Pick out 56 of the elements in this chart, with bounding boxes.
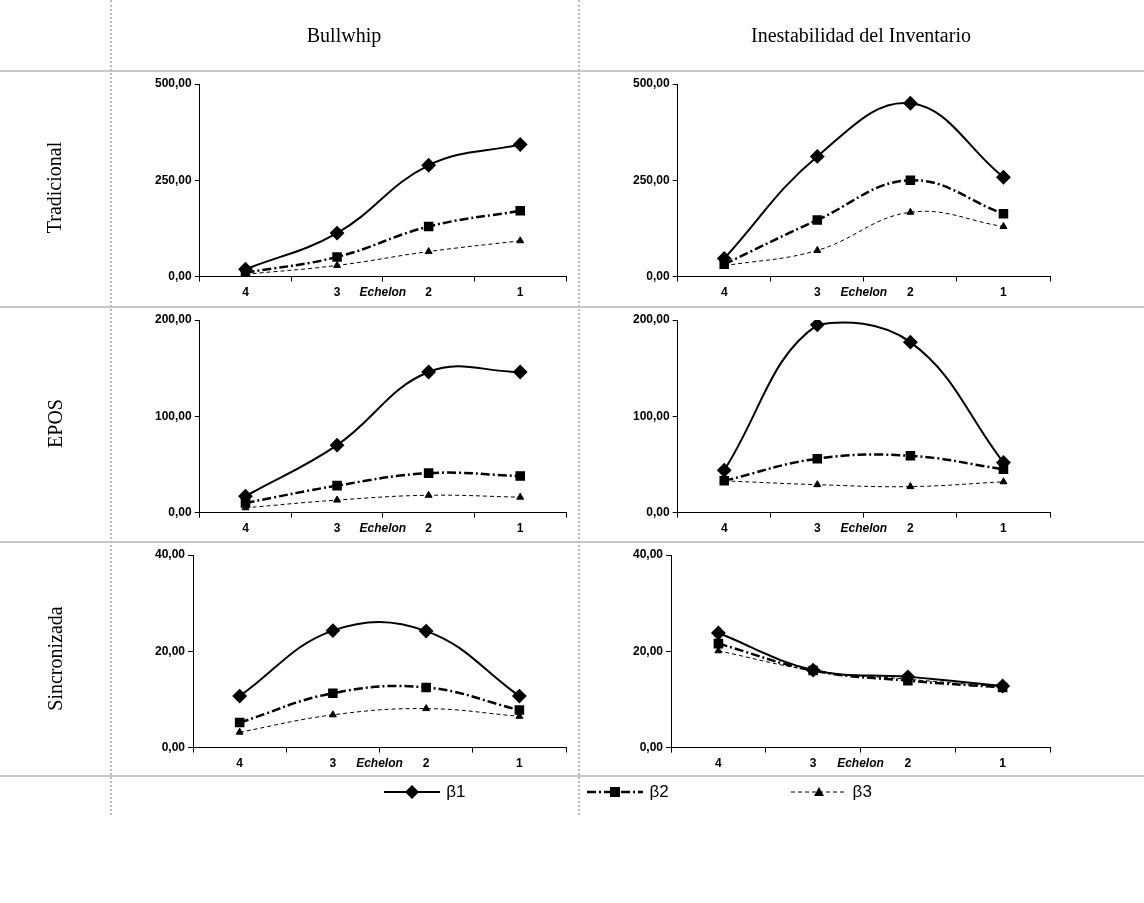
y-tick-label: 500,00	[155, 76, 193, 91]
x-axis-title: Echelon	[837, 755, 884, 770]
x-tick-label: 2	[425, 521, 433, 536]
x-tick-label: 3	[329, 756, 337, 771]
y-tick-label: 0,00	[646, 268, 671, 283]
y-tick-label: 0,00	[168, 268, 193, 283]
y-axis-title: Tradicional	[43, 141, 67, 234]
y-tick-label: 20,00	[633, 643, 664, 658]
x-tick-label: 2	[907, 521, 915, 536]
x-tick-label: 4	[720, 521, 728, 536]
x-axis-title: Echelon	[359, 520, 407, 535]
y-tick-label: 100,00	[633, 408, 671, 423]
x-tick-label: 4	[242, 521, 250, 536]
x-axis-title: Echelon	[356, 755, 403, 770]
y-tick-label: 0,00	[646, 504, 671, 519]
legend-label: β3	[852, 782, 872, 802]
y-tick-label: 500,00	[633, 76, 671, 91]
x-tick-label: 3	[813, 285, 821, 300]
y-tick-label: 250,00	[633, 172, 671, 187]
x-tick-label: 4	[242, 285, 250, 300]
y-axis-title: EPOS	[43, 399, 67, 448]
x-tick-label: 2	[907, 285, 915, 300]
y-tick-label: 200,00	[633, 312, 671, 327]
legend-label: β1	[446, 782, 466, 802]
x-tick-label: 1	[1000, 285, 1008, 300]
x-tick-label: 3	[813, 521, 821, 536]
y-tick-label: 100,00	[155, 408, 193, 423]
y-tick-label: 20,00	[155, 643, 186, 658]
x-axis-title: Echelon	[359, 284, 407, 299]
legend-label: β2	[649, 782, 669, 802]
x-tick-label: 2	[904, 756, 912, 771]
x-tick-label: 3	[809, 756, 817, 771]
x-axis-title: Echelon	[840, 520, 888, 535]
y-tick-label: 40,00	[155, 547, 186, 562]
chart-title: Bullwhip	[305, 22, 383, 49]
x-tick-label: 1	[999, 756, 1007, 771]
y-tick-label: 250,00	[155, 172, 193, 187]
x-tick-label: 4	[236, 756, 244, 771]
x-tick-label: 3	[333, 285, 341, 300]
x-tick-label: 1	[1000, 521, 1008, 536]
x-tick-label: 1	[516, 521, 524, 536]
y-tick-label: 0,00	[168, 504, 193, 519]
x-tick-label: 1	[516, 756, 524, 771]
x-tick-label: 2	[422, 756, 430, 771]
x-tick-label: 3	[333, 521, 341, 536]
y-tick-label: 0,00	[639, 739, 664, 754]
x-axis-title: Echelon	[840, 284, 888, 299]
x-tick-label: 1	[516, 285, 524, 300]
y-tick-label: 0,00	[161, 739, 186, 754]
y-tick-label: 40,00	[633, 547, 664, 562]
y-tick-label: 200,00	[155, 312, 193, 327]
x-tick-label: 4	[720, 285, 728, 300]
chart-title: Inestabilidad del Inventario	[750, 22, 972, 48]
x-tick-label: 4	[715, 756, 723, 771]
x-tick-label: 2	[425, 285, 433, 300]
y-axis-title: Sincronizada	[43, 606, 67, 711]
